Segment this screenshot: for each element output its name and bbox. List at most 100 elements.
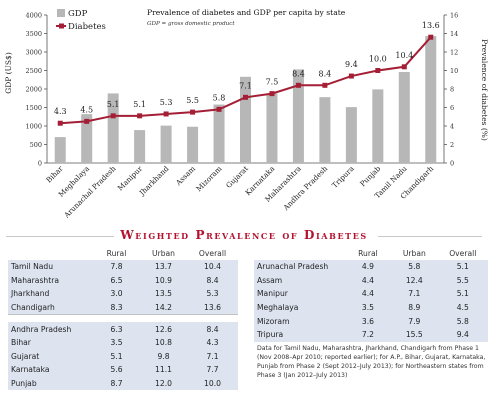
urban-cell: 10.9: [140, 273, 187, 288]
overall-cell: 5.3: [187, 287, 238, 301]
table-row: Tripura 7.2 15.5 9.4: [254, 327, 488, 342]
urban-cell: 13.7: [140, 260, 187, 274]
overall-cell: 8.4: [187, 273, 238, 288]
gdp-bar: [398, 71, 410, 163]
col-header-rural: Rural: [358, 249, 378, 258]
overall-cell: 10.4: [187, 260, 238, 274]
right-tick-label: 14: [450, 30, 458, 38]
state-cell: Assam: [254, 273, 345, 288]
state-cell: Punjab: [8, 376, 93, 391]
rural-cell: 7.8: [93, 260, 140, 274]
table-row: Bihar 3.5 10.8 4.3: [8, 335, 238, 350]
right-tick-label: 10: [450, 67, 458, 75]
right-tick-label: 8: [450, 86, 454, 94]
gdp-bar: [81, 114, 93, 163]
x-tick-label: Andhra Pradesh: [281, 164, 330, 213]
diabetes-value-label: 4.5: [80, 105, 93, 114]
gdp-bar: [134, 130, 146, 163]
chart-title: Prevalence of diabetes and GDP per capit…: [147, 8, 346, 17]
table-row: Arunachal Pradesh 4.9 5.8 5.1: [254, 260, 488, 274]
table-row: Mizoram 3.6 7.9 5.8: [254, 314, 488, 328]
overall-cell: 7.1: [187, 349, 238, 364]
diabetes-value-label: 7.1: [239, 81, 252, 90]
diabetes-point: [243, 94, 248, 100]
diabetes-value-label: 8.4: [319, 69, 332, 78]
left-table-body: Tamil Nadu 7.8 13.7 10.4 Maharashtra 6.5 10.9…: [8, 260, 238, 391]
chart-subtitle: GDP = gross domestic product: [147, 21, 235, 27]
gdp-bar: [345, 107, 357, 163]
left-tick-label: 500: [30, 141, 42, 149]
x-tick-label: Bihar: [44, 164, 65, 185]
state-cell: Karnataka: [8, 363, 93, 377]
left-tick-label: 1000: [25, 123, 42, 131]
left-prevalence-table: Rural Urban Overall Tamil Nadu 7.8 13.7 10.…: [8, 247, 238, 391]
urban-cell: 12.4: [391, 273, 438, 288]
left-tick-label: 4000: [25, 12, 42, 20]
diabetes-value-labels: 4.3 4.5 5.1 5.1 5.3 5.5 5.8 7.1 7.5 8.4 8.4 9.4 10.0…: [54, 21, 440, 116]
diabetes-value-label: 8.4: [292, 69, 305, 78]
diabetes-point: [137, 113, 143, 119]
state-cell: Jharkhand: [8, 287, 93, 301]
urban-cell: 7.9: [391, 314, 438, 328]
table-row: Manipur 4.4 7.1 5.1: [254, 287, 488, 301]
rural-cell: 4.9: [344, 260, 392, 274]
diabetes-point: [401, 64, 407, 70]
state-cell: Tamil Nadu: [8, 260, 93, 274]
state-cell: Andhra Pradesh: [8, 322, 93, 336]
right-tick-label: 12: [450, 49, 458, 57]
overall-cell: 5.5: [437, 273, 488, 288]
right-tick-label: 4: [450, 123, 454, 131]
table-row: Jharkhand 3.0 13.5 5.3: [8, 287, 238, 301]
diabetes-value-label: 5.8: [213, 93, 226, 102]
rural-cell: 3.5: [344, 300, 392, 315]
gdp-bar: [319, 97, 331, 163]
urban-cell: 8.9: [391, 300, 438, 315]
x-tick-label: Punjab: [358, 164, 382, 188]
diabetes-point: [348, 73, 354, 79]
urban-cell: 9.8: [140, 349, 187, 364]
col-header-urban: Urban: [402, 249, 426, 258]
left-tick-label: 2500: [25, 67, 42, 75]
gdp-bar: [292, 69, 304, 163]
overall-cell: 4.3: [187, 335, 238, 350]
diabetes-point: [295, 82, 301, 88]
x-tick-label: Assam: [173, 164, 197, 188]
gdp-bar: [213, 104, 225, 163]
rural-cell: 5.6: [93, 363, 140, 377]
right-prevalence-table: Rural Urban Overall Arunachal Pradesh 4.9…: [254, 247, 488, 342]
diabetes-value-label: 5.1: [133, 100, 146, 109]
overall-cell: 5.8: [437, 314, 488, 328]
diabetes-point: [190, 109, 196, 115]
diabetes-point: [269, 91, 275, 97]
state-cell: Gujarat: [8, 349, 93, 364]
right-tick-label: 0: [450, 160, 454, 168]
state-cell: Maharashtra: [8, 273, 93, 288]
x-tick-label: Gujarat: [224, 164, 250, 190]
gdp-bar: [54, 137, 66, 163]
urban-cell: 12.6: [140, 322, 187, 336]
rural-cell: 5.1: [93, 349, 140, 364]
diabetes-value-label: 7.5: [266, 78, 279, 87]
overall-cell: 7.7: [187, 363, 238, 377]
gdp-bar: [266, 93, 278, 163]
right-tick-label: 16: [450, 12, 458, 20]
table-spacer-row: [8, 314, 238, 322]
overall-cell: 5.1: [437, 260, 488, 274]
rural-cell: 6.3: [93, 322, 140, 336]
rural-cell: 8.3: [93, 300, 140, 315]
gdp-bar: [107, 93, 119, 163]
legend-gdp-swatch: [57, 9, 65, 17]
diabetes-value-label: 5.3: [160, 98, 173, 107]
urban-cell: 15.5: [391, 327, 438, 342]
urban-cell: 7.1: [391, 287, 438, 301]
table-row: Andhra Pradesh 6.3 12.6 8.4: [8, 322, 238, 336]
table-row: Assam 4.4 12.4 5.5: [254, 273, 488, 288]
right-table-body: Arunachal Pradesh 4.9 5.8 5.1 Assam 4.4 12.4 5…: [254, 260, 488, 342]
diabetes-value-label: 4.3: [54, 107, 67, 116]
legend-gdp-label: GDP: [68, 9, 88, 19]
urban-cell: 12.0: [140, 376, 187, 391]
col-header-overall: Overall: [449, 249, 477, 258]
gdp-bar: [160, 125, 172, 163]
col-header-state: [8, 247, 93, 260]
diabetes-point: [375, 68, 381, 73]
